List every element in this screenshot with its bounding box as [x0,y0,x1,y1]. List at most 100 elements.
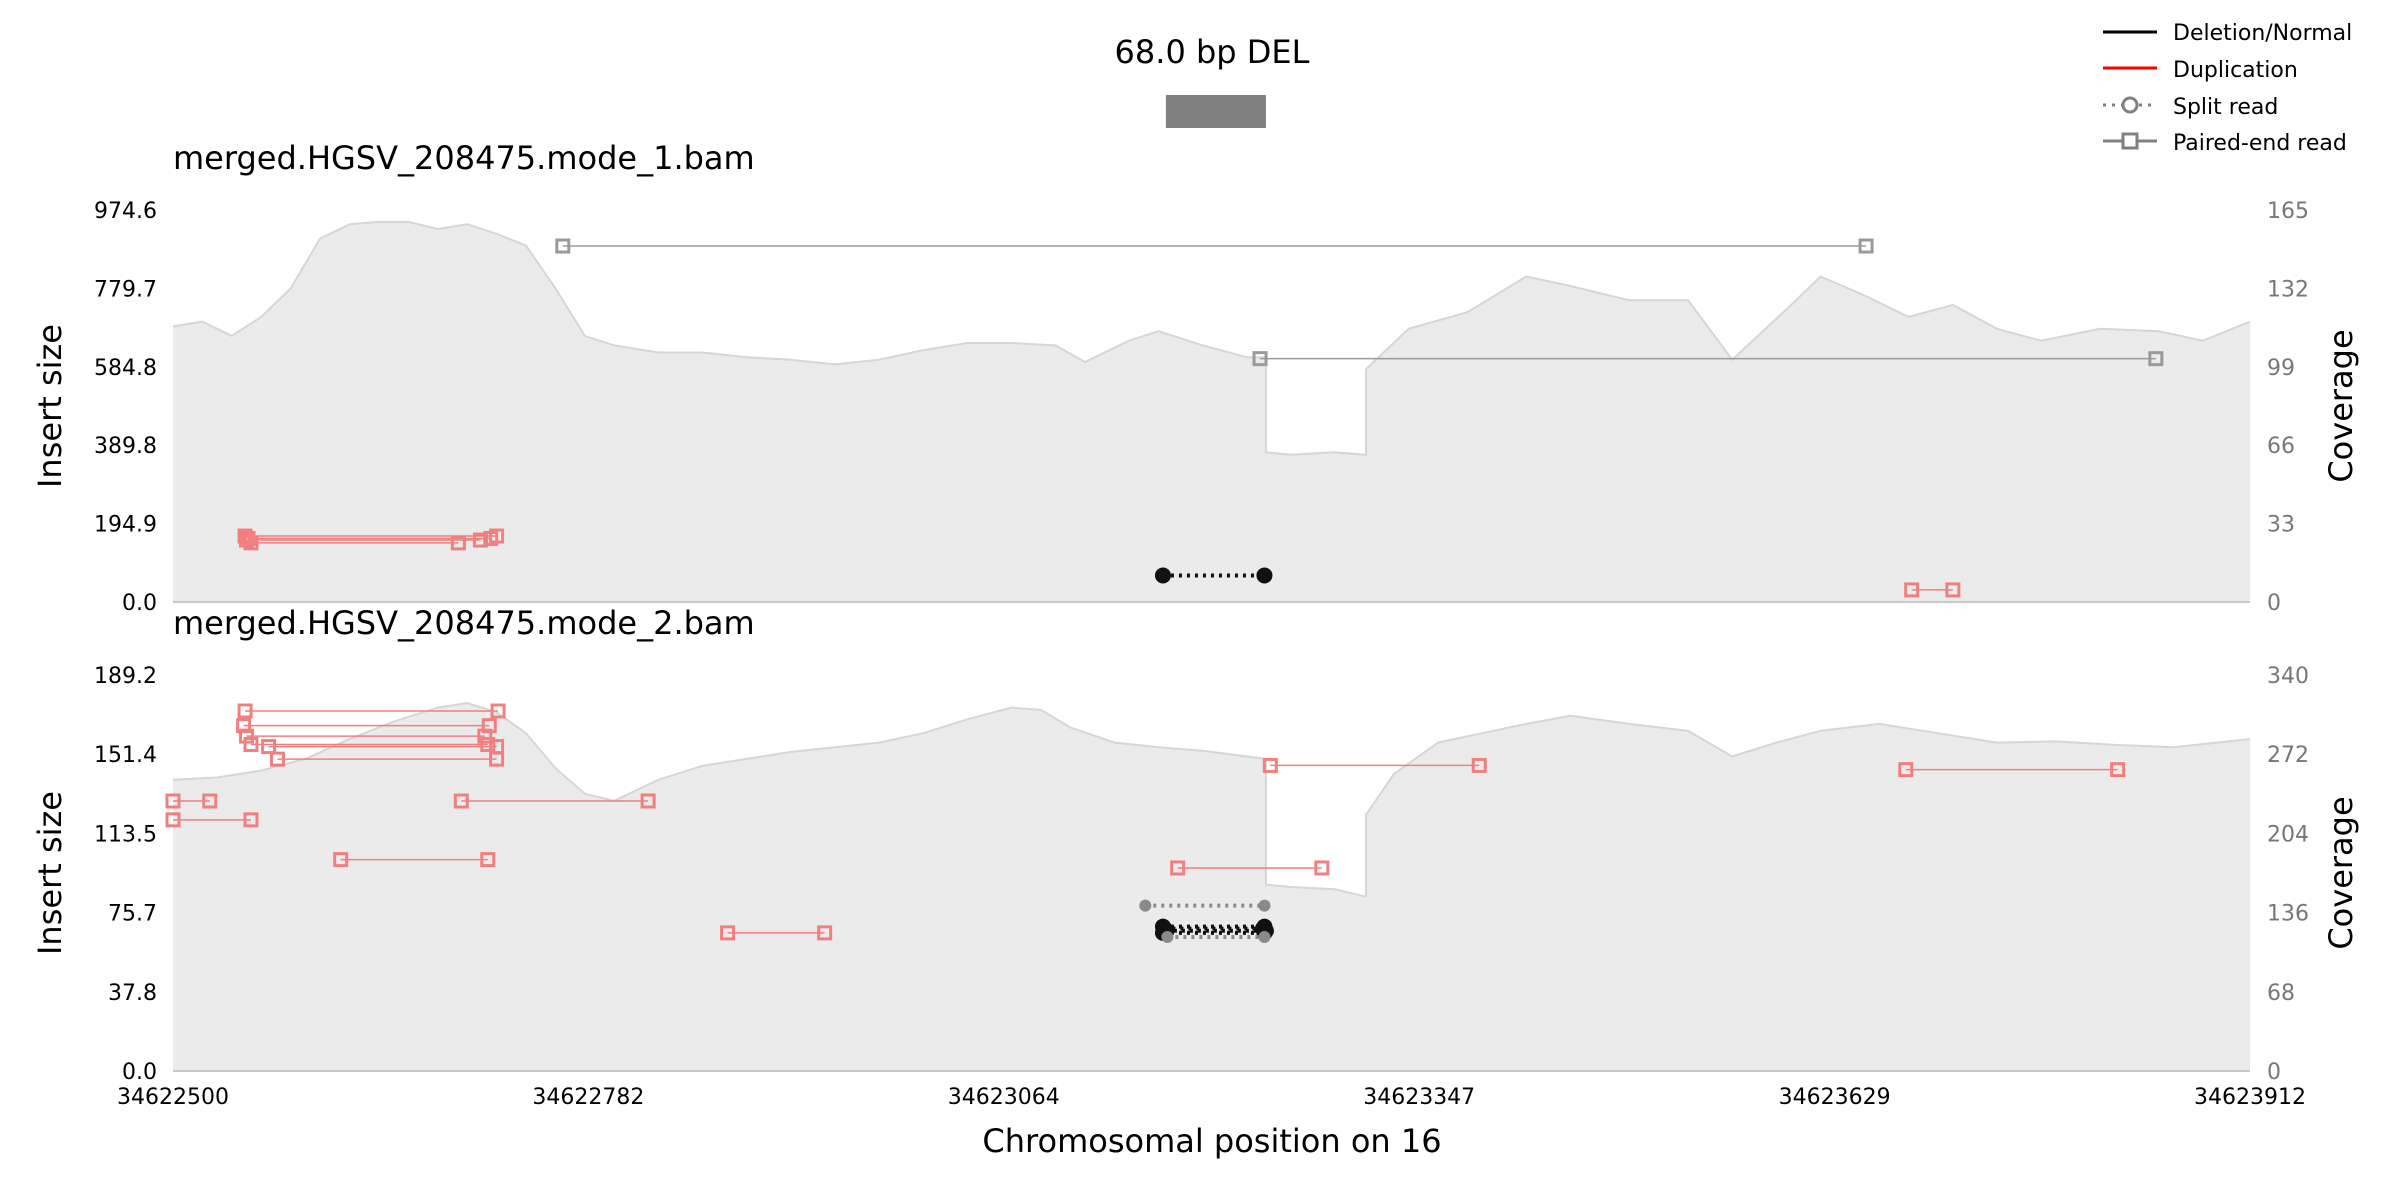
panel-title: merged.HGSV_208475.mode_2.bam [173,604,755,642]
x-tick-label: 34623347 [1363,1085,1475,1110]
deletion-interval-bar [1165,95,1266,128]
paired-read-end-marker [480,736,496,752]
paired-read-duplication [269,751,505,767]
paired-read-end-marker [720,925,736,941]
y2-tick-label: 68 [2267,981,2295,1006]
legend-marker-paired-end-read [2121,132,2139,150]
coverage-outline [172,701,2251,898]
deletion-interval-bar-layer [1165,95,1266,128]
paired-read-duplication [243,736,496,752]
split-read [1154,567,1273,584]
paired-read-end-marker [477,728,493,744]
paired-read-duplication [239,728,493,744]
paired-read-end-marker [165,812,181,828]
y2-tick-label: 132 [2267,277,2309,302]
paired-read-end-marker [243,535,259,551]
y2-tick-label: 0 [2267,1060,2281,1085]
paired-read-end-marker [640,793,656,809]
paired-read-end-marker [1898,762,1914,778]
y2-axis-label: Coverage [2322,329,2360,482]
paired-read-end-marker [1314,860,1330,876]
panel-mode-1: merged.HGSV_208475.mode_1.bam 0.0 194.9 389… [31,139,2360,616]
paired-read-end-marker [239,728,255,744]
legend-label-duplication: Duplication [2173,58,2298,83]
paired-read-duplication [243,535,466,551]
x-tick-label: 34622782 [532,1085,644,1110]
paired-read-end-marker [261,739,277,755]
paired-read-normal [555,238,1874,254]
paired-read-end-marker [1252,351,1268,367]
legend-marker-split-read [2121,96,2139,114]
y2-tick-label: 66 [2267,434,2295,459]
paired-read-duplication [1904,582,1961,598]
paired-read-duplication [720,925,833,941]
paired-read-end-marker [1858,238,1874,254]
legend-item-deletion: Deletion/Normal [2103,21,2352,46]
legend-item-split-read: Split read [2103,95,2278,120]
paired-read-duplication [1170,860,1330,876]
coverage-outline [172,220,2251,456]
split-read-end-marker [1139,899,1152,912]
paired-read-end-marker [480,852,496,868]
coverage-area [173,221,2250,602]
x-tick-label: 34623064 [948,1085,1060,1110]
legend-label-deletion: Deletion/Normal [2173,21,2352,46]
paired-read-end-marker [1904,582,1920,598]
y-tick-label: 113.5 [94,822,157,847]
panel-mode-2: merged.HGSV_208475.mode_2.bam 0.0 37.8 75.7… [31,604,2360,1110]
legend-item-duplication: Duplication [2103,58,2298,83]
y2-tick-label: 33 [2267,513,2295,538]
paired-read-duplication [1262,757,1487,773]
y-tick-label: 584.8 [94,356,157,381]
x-tick-label: 34623912 [2194,1085,2306,1110]
figure-title: 68.0 bp DEL [1115,33,1310,71]
paired-read-end-marker [1471,757,1487,773]
y2-tick-label: 165 [2267,199,2309,224]
legend-label-split-read: Split read [2173,95,2278,120]
paired-read-end-marker [243,736,259,752]
y-tick-label: 37.8 [108,981,157,1006]
paired-read-duplication [236,718,497,734]
legend-label-paired-end-read: Paired-end read [2173,131,2347,156]
y2-tick-label: 272 [2267,743,2309,768]
y2-tick-label: 99 [2267,356,2295,381]
y-axis-label: Insert size [31,324,69,488]
panel-title: merged.HGSV_208475.mode_1.bam [173,139,755,177]
split-read-end-marker [1258,931,1271,944]
split-read-faint [1139,899,1271,912]
x-tick-label: 34622500 [117,1085,229,1110]
legend-item-paired-end-read: Paired-end read [2103,131,2347,156]
paired-read-end-marker [481,718,497,734]
y-tick-label: 779.7 [94,277,157,302]
split-read-end-marker [1161,931,1174,944]
paired-read-end-marker [472,532,488,548]
y-axis-label: Insert size [31,791,69,955]
paired-read-end-marker [483,530,499,546]
y-tick-label: 389.8 [94,434,157,459]
paired-read-end-marker [165,793,181,809]
y2-tick-label: 136 [2267,902,2309,927]
paired-read-end-marker [237,703,253,719]
paired-read-duplication [1898,762,2126,778]
paired-read-end-marker [453,793,469,809]
paired-read-duplication [237,703,506,719]
paired-read-end-marker [240,530,256,546]
y-tick-label: 194.9 [94,513,157,538]
y-tick-label: 189.2 [94,664,157,689]
paired-read-end-marker [817,925,833,941]
paired-read-end-marker [202,793,218,809]
y2-tick-label: 204 [2267,822,2309,847]
paired-read-end-marker [236,718,252,734]
y-tick-label: 0.0 [122,591,157,616]
paired-read-end-marker [489,751,505,767]
split-read-faint [1161,931,1271,944]
paired-read-end-marker [2148,351,2164,367]
paired-read-end-marker [1945,582,1961,598]
y-tick-label: 974.6 [94,199,157,224]
paired-read-end-marker [490,703,506,719]
x-axis-label: Chromosomal position on 16 [982,1122,1441,1160]
paired-read-end-marker [450,535,466,551]
legend: Deletion/Normal Duplication Split read P… [2103,21,2352,156]
paired-read-end-marker [2110,762,2126,778]
